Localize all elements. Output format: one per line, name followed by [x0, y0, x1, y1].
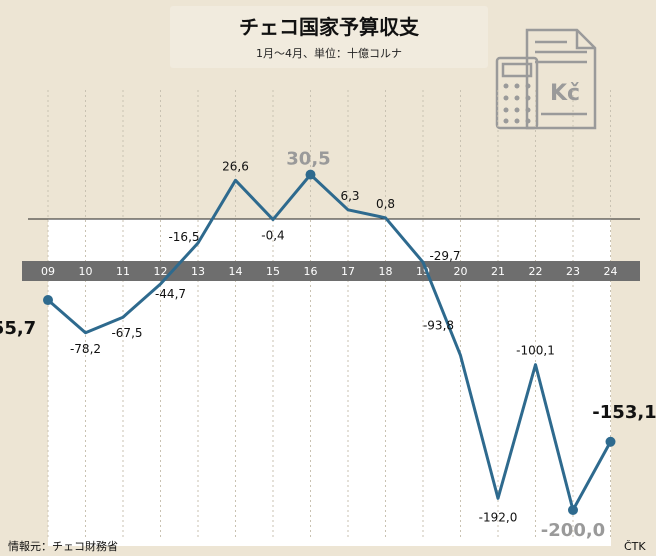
- chart-subtitle: 1月～4月、単位：十億コルナ: [256, 46, 402, 60]
- x-tick-label: 24: [604, 265, 618, 278]
- chart-title: チェコ国家予算収支: [239, 15, 420, 39]
- x-tick-label: 12: [154, 265, 168, 278]
- data-label: -16,5: [168, 230, 199, 244]
- x-tick-label: 20: [454, 265, 468, 278]
- data-label: 6,3: [340, 189, 359, 203]
- data-point-marker: [605, 436, 616, 447]
- data-label: -192,0: [479, 510, 518, 524]
- data-label: -200,0: [541, 520, 605, 541]
- data-label: -29,7: [429, 249, 460, 263]
- title-box: [170, 6, 488, 68]
- data-label: -93,8: [423, 318, 454, 332]
- currency-symbol-label: Kč: [550, 81, 580, 106]
- x-tick-label: 09: [41, 265, 55, 278]
- x-tick-label: 15: [266, 265, 280, 278]
- x-tick-label: 14: [229, 265, 243, 278]
- data-point-marker: [305, 169, 316, 180]
- data-label: -44,7: [155, 287, 186, 301]
- data-label: 55,7: [0, 318, 36, 339]
- x-tick-label: 16: [304, 265, 318, 278]
- data-label: -0,4: [261, 229, 284, 243]
- data-label: 26,6: [222, 159, 249, 173]
- data-labels: 55,7 -78,2 -67,5 -44,7 -16,5 26,6 -0,4 30,5 6,3 0…: [0, 149, 656, 541]
- x-tick-label: 21: [491, 265, 505, 278]
- x-tick-label: 13: [191, 265, 205, 278]
- data-label: 30,5: [286, 149, 330, 170]
- x-tick-label: 10: [79, 265, 93, 278]
- data-point-marker: [568, 505, 578, 515]
- x-tick-label: 22: [529, 265, 543, 278]
- data-label: -153,1: [592, 402, 656, 423]
- year-band: [22, 261, 640, 281]
- data-label: 0,8: [376, 197, 395, 211]
- data-label: -67,5: [111, 326, 142, 340]
- x-tick-label: 17: [341, 265, 355, 278]
- data-label: -100,1: [516, 344, 555, 358]
- year-labels: 09 10 11 12 13 14 15 16 17 18 19 20 21 22 23 24: [41, 265, 618, 278]
- source-note: 情報元：チェコ財務省: [8, 539, 118, 553]
- gridlines: [47, 90, 611, 540]
- x-tick-label: 23: [566, 265, 580, 278]
- x-tick-label: 18: [379, 265, 393, 278]
- series-line: [47, 173, 612, 512]
- x-tick-label: 11: [116, 265, 130, 278]
- data-label: -78,2: [70, 342, 101, 356]
- agency-logo-text: ČTK: [624, 540, 646, 553]
- markers: [43, 169, 616, 515]
- budget-calculator-document-icon: Kč: [495, 28, 597, 130]
- data-point-marker: [43, 295, 53, 306]
